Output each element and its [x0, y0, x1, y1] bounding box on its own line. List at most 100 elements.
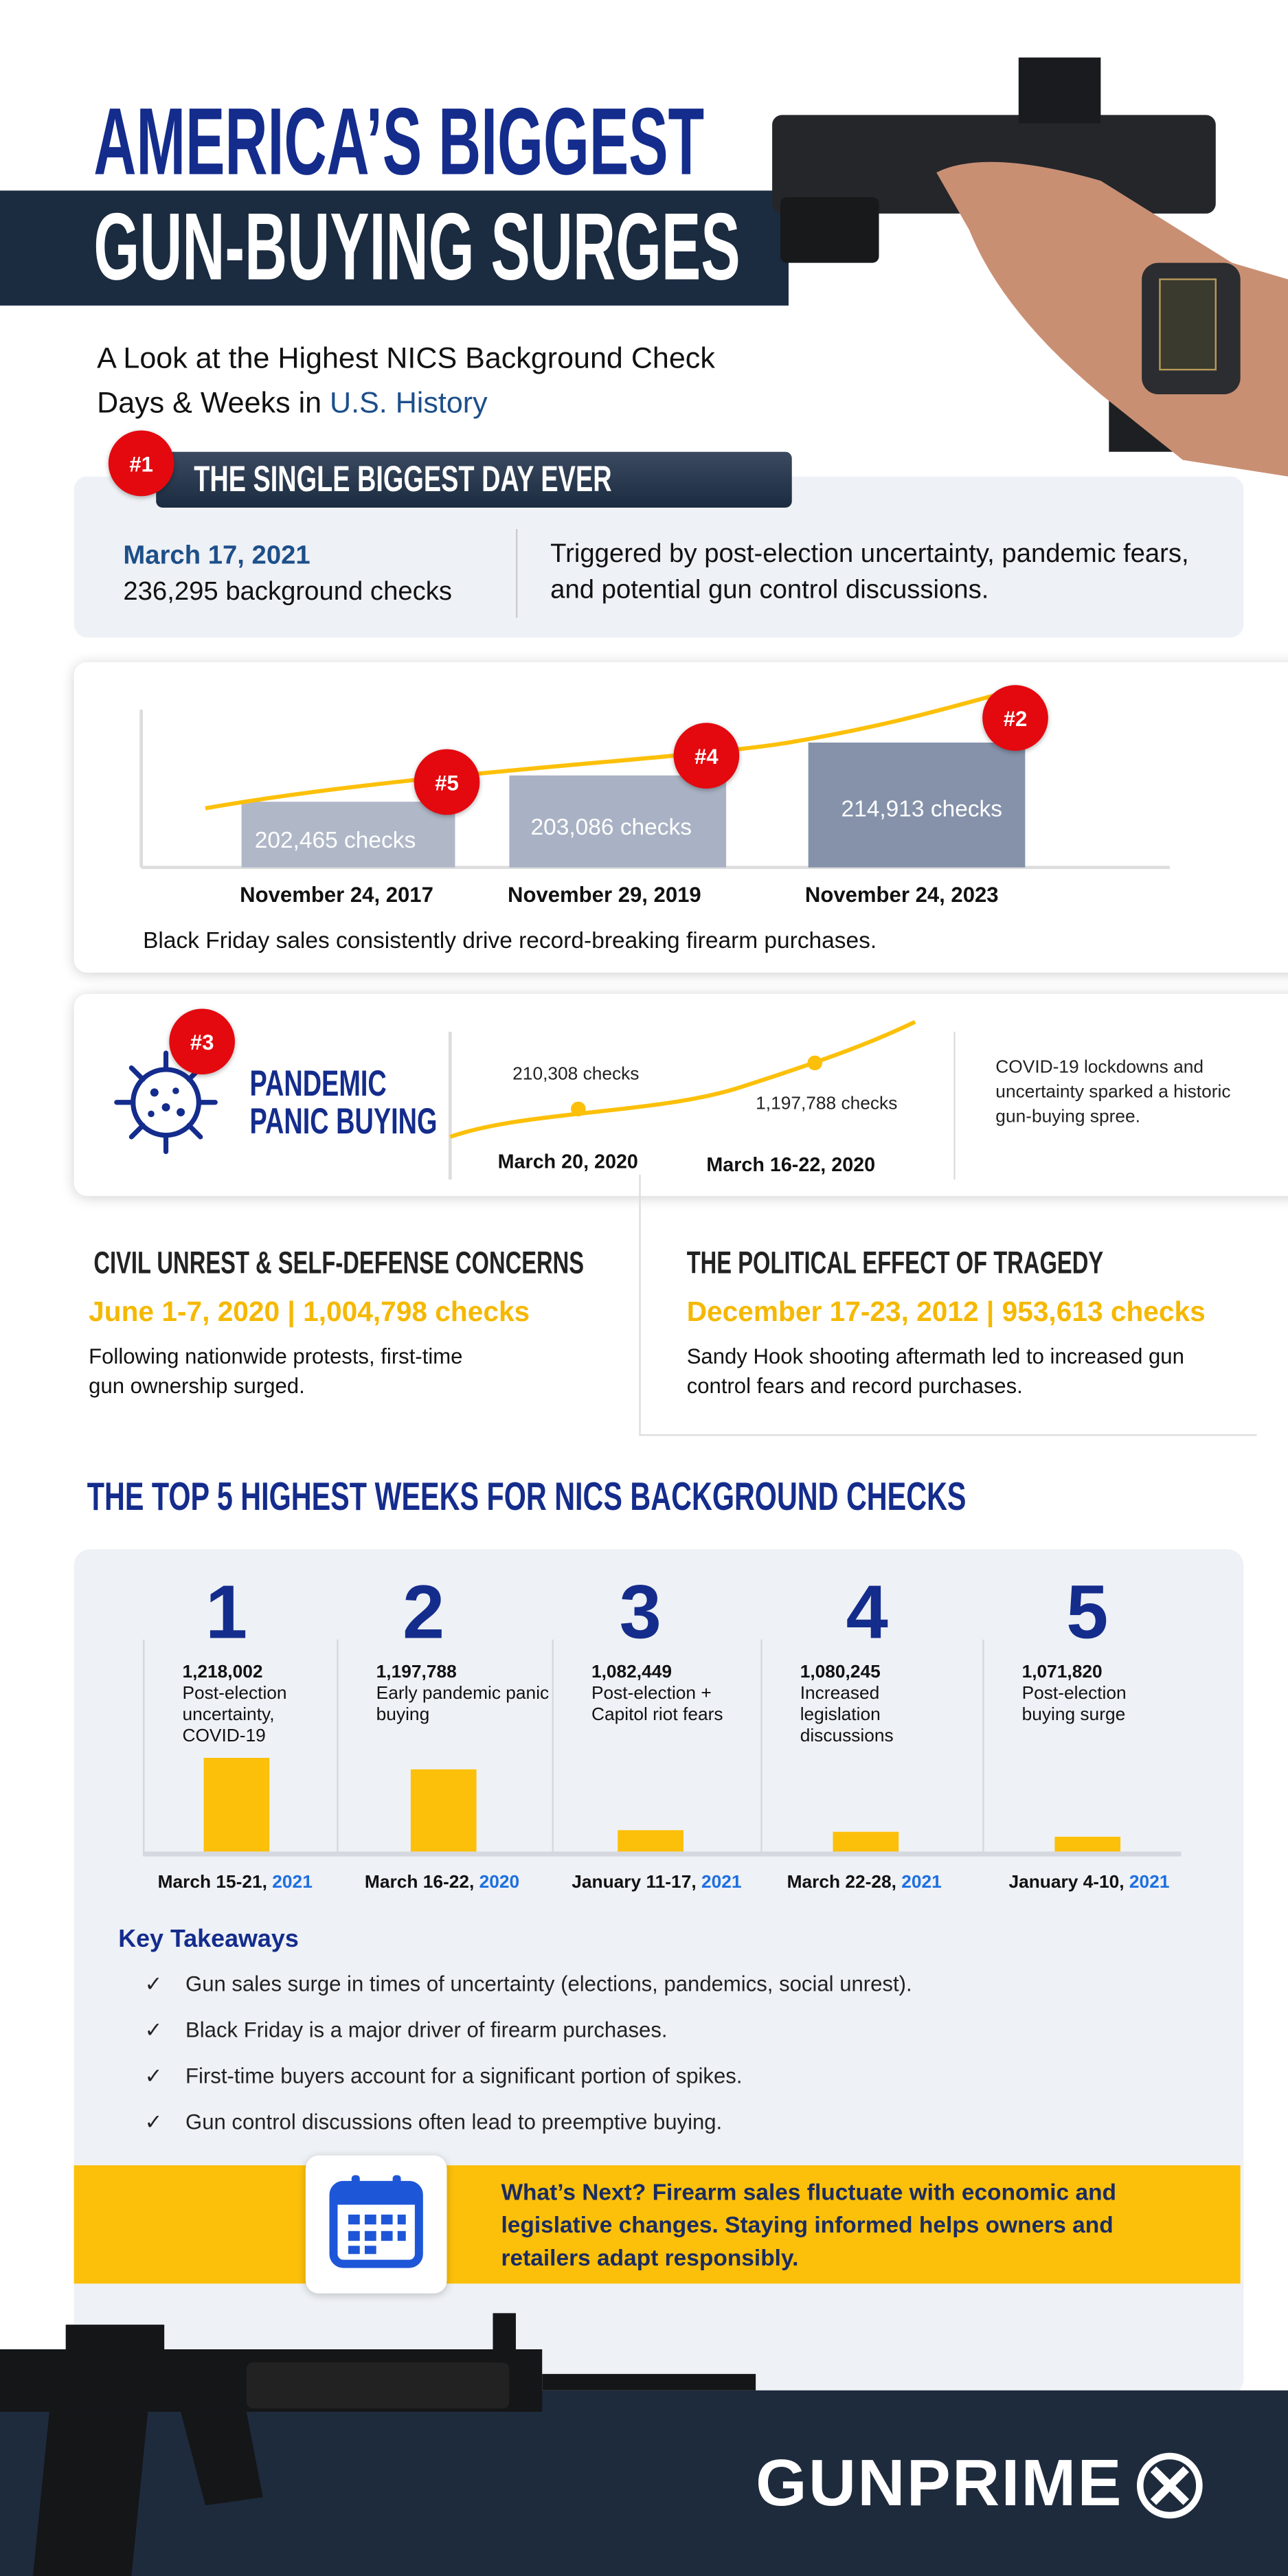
subtitle-line-1: A Look at the Highest NICS Background Ch… [97, 341, 715, 375]
takeaway-item: ✓ First-time buyers account for a signifi… [144, 2064, 742, 2090]
bar-date: November 24, 2017 [240, 882, 433, 907]
rank-badge-3: #3 [169, 1008, 235, 1075]
tragedy-stat: December 17-23, 2012 | 953,613 checks [686, 1296, 1206, 1328]
black-friday-caption: Black Friday sales consistently drive re… [143, 926, 877, 953]
point-date: March 16-22, 2020 [706, 1153, 876, 1177]
week-date: March 15-21, 2021 [158, 1873, 313, 1893]
bar-label: 214,913 checks [841, 795, 1003, 822]
rank-badge-2: #2 [982, 685, 1048, 751]
tragedy-text: Sandy Hook shooting aftermath led to inc… [686, 1344, 1184, 1399]
week-date: January 4-10, 2021 [1008, 1873, 1169, 1893]
pandemic-card [74, 993, 1288, 1197]
pandemic-title: PANIC BUYING [249, 1100, 438, 1142]
top5-heading: THE TOP 5 HIGHEST WEEKS FOR NICS BACKGRO… [87, 1475, 967, 1520]
bar-2023 [808, 743, 1026, 868]
biggest-day-checks: 236,295 background checks [123, 578, 453, 607]
point-label: 1,197,788 checks [756, 1094, 898, 1114]
week-info: 1,080,245 Increased legislation discussio… [800, 1662, 948, 1748]
pistol-image [772, 57, 1288, 477]
week-info: 1,082,449 Post-election + Capitol riot fe… [591, 1662, 739, 1726]
rank-number: 3 [619, 1568, 662, 1655]
rank-number: 4 [846, 1568, 888, 1655]
bar [833, 1831, 899, 1853]
whats-next-text: What’s Next? Firearm sales fluctuate wit… [501, 2178, 1117, 2271]
bar-2019 [509, 775, 727, 868]
week-date: January 11-17, 2021 [572, 1873, 741, 1893]
bar-label: 203,086 checks [530, 813, 692, 840]
data-point [571, 1101, 586, 1117]
point-date: March 20, 2020 [497, 1150, 638, 1173]
date-year: 2021 [701, 1873, 742, 1893]
rifle-image [0, 2313, 756, 2576]
rank-number: 2 [402, 1568, 445, 1655]
date-text: March 15-21, [157, 1873, 273, 1893]
week-info: 1,071,820 Post-election buying surge [1022, 1662, 1170, 1726]
week-description: Increased legislation discussions [800, 1684, 894, 1747]
logo-text: GUNPRIME [756, 2448, 1123, 2520]
whats-next-banner [74, 2165, 1241, 2284]
subtitle-line-2: Days & Weeks in [97, 386, 330, 419]
check-icon: ✓ [144, 2063, 163, 2088]
black-friday-chart [139, 691, 1170, 870]
week-date: March 16-22, 2020 [365, 1873, 519, 1893]
date-year: 2021 [1129, 1873, 1170, 1893]
column-divider [552, 1639, 554, 1853]
column-divider [143, 1639, 145, 1853]
week-description: Early pandemic panic buying [376, 1684, 550, 1726]
value-label: 1,071,820 [1021, 1662, 1103, 1682]
rank-badge-5: #5 [414, 749, 480, 815]
value-label: 1,082,449 [591, 1662, 673, 1682]
value-label: 1,197,788 [376, 1662, 457, 1682]
week-description: Post-election + Capitol riot fears [591, 1684, 723, 1726]
tragedy-heading: THE POLITICAL EFFECT OF TRAGEDY [686, 1247, 1104, 1282]
date-year: 2021 [901, 1873, 942, 1893]
takeaway-text: Gun control discussions often lead to pr… [185, 2109, 723, 2134]
bar-2017 [241, 802, 455, 868]
week-date: March 22-28, 2021 [787, 1873, 942, 1893]
check-icon: ✓ [144, 1971, 163, 1996]
bar [618, 1830, 683, 1853]
bar-date: November 24, 2023 [804, 882, 999, 907]
bar [1054, 1835, 1121, 1853]
rank-badge-1: #1 [108, 430, 174, 497]
civil-unrest-stat: June 1-7, 2020 | 1,004,798 checks [89, 1296, 530, 1328]
date-year: 2021 [272, 1873, 313, 1893]
date-text: March 22-28, [787, 1873, 902, 1893]
title-band [0, 190, 789, 306]
pandemic-title: PANDEMIC [249, 1063, 387, 1105]
pandemic-description: COVID-19 lockdowns and uncertainty spark… [995, 1058, 1231, 1127]
takeaway-item: ✓ Gun control discussions often lead to p… [144, 2110, 722, 2136]
value-label: 1,080,245 [800, 1662, 881, 1682]
rank-number: 5 [1066, 1568, 1109, 1655]
biggest-day-description: Triggered by post-election uncertainty, … [550, 540, 1189, 605]
takeaway-text: First-time buyers account for a signific… [185, 2063, 743, 2088]
civil-unrest-heading: CIVIL UNREST & SELF-DEFENSE CONCERNS [93, 1247, 585, 1282]
crosshair-icon [1136, 2452, 1202, 2518]
value-label: 1,218,002 [182, 1662, 263, 1682]
subtitle-highlight: U.S. History [330, 386, 488, 419]
check-icon: ✓ [144, 2017, 163, 2042]
bar [410, 1768, 477, 1853]
bar [203, 1757, 270, 1853]
date-year: 2020 [479, 1873, 520, 1893]
divider [639, 1434, 1257, 1436]
week-info: 1,218,002 Post-election uncertainty, COVI… [182, 1662, 330, 1748]
point-label: 210,308 checks [512, 1064, 640, 1085]
column-divider [337, 1639, 339, 1853]
date-text: March 16-22, [364, 1873, 479, 1893]
biggest-day-header: THE SINGLE BIGGEST DAY EVER [156, 451, 792, 508]
divider [515, 529, 518, 618]
bar-label: 202,465 checks [254, 826, 416, 853]
date-text: January 4-10, [1008, 1873, 1129, 1893]
takeaway-text: Gun sales surge in times of uncertainty … [185, 1971, 912, 1996]
civil-unrest-text: Following nationwide protests, first-tim… [89, 1344, 463, 1399]
week-description: Post-election buying surge [1021, 1684, 1127, 1726]
rank-badge-4: #4 [673, 723, 740, 789]
column-divider [760, 1639, 762, 1853]
column-divider [982, 1639, 984, 1853]
x-axis [143, 1851, 1182, 1857]
biggest-day-date: March 17, 2021 [123, 542, 310, 570]
title-line-2: GUN-BUYING SURGES [93, 194, 741, 301]
bar-date: November 29, 2019 [508, 882, 701, 907]
